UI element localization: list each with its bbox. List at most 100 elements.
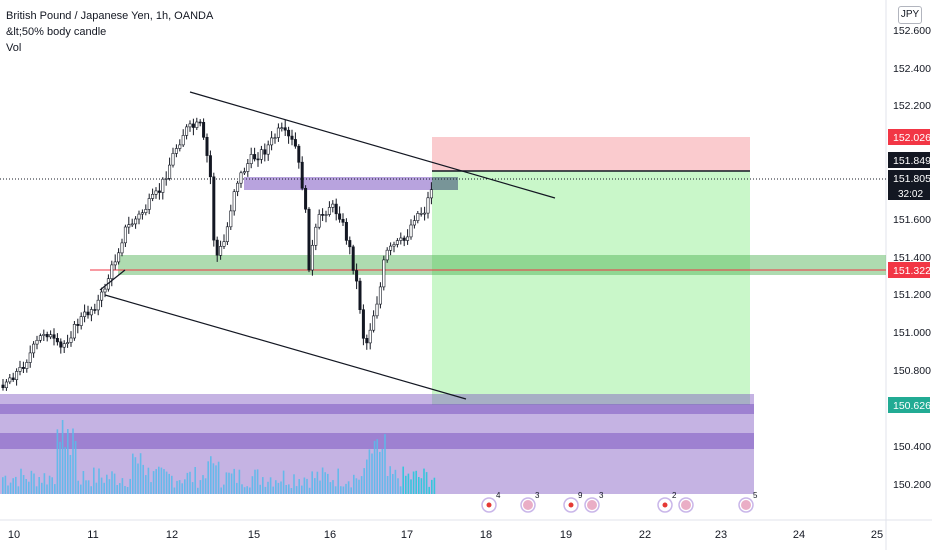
volume-bar bbox=[381, 448, 384, 494]
time-tick-label: 19 bbox=[560, 529, 572, 541]
candle-body bbox=[59, 341, 63, 348]
event-marker[interactable] bbox=[678, 497, 694, 513]
volume-bar bbox=[158, 466, 160, 494]
volume-bar bbox=[347, 481, 350, 494]
candle-body bbox=[35, 339, 39, 345]
volume-bar bbox=[134, 457, 137, 494]
volume-bar bbox=[332, 480, 334, 494]
volume-bar bbox=[418, 477, 420, 494]
event-marker[interactable]: 9 bbox=[563, 491, 583, 513]
candle-body bbox=[96, 299, 100, 311]
uk-flag-icon bbox=[520, 497, 536, 513]
volume-label[interactable]: Vol bbox=[6, 42, 22, 54]
event-marker[interactable]: 3 bbox=[520, 491, 540, 513]
volume-bar bbox=[145, 475, 147, 494]
volume-bar bbox=[69, 455, 72, 494]
volume-bar bbox=[7, 485, 9, 494]
candle-body bbox=[365, 337, 369, 344]
candle-body bbox=[338, 213, 342, 220]
candle-body bbox=[4, 381, 8, 388]
event-count: 2 bbox=[672, 491, 677, 500]
volume-bar bbox=[355, 478, 358, 494]
volume-bar bbox=[199, 480, 202, 494]
candle-body bbox=[327, 207, 331, 215]
candle-body bbox=[69, 337, 73, 343]
volume-bar bbox=[165, 471, 168, 494]
volume-bar bbox=[17, 486, 20, 494]
event-marker[interactable]: 2 bbox=[657, 491, 677, 513]
entry-zone-box bbox=[432, 177, 458, 190]
candle-body bbox=[140, 212, 144, 215]
candle-body bbox=[28, 352, 32, 363]
candle-body bbox=[304, 188, 308, 210]
volume-bar bbox=[371, 453, 373, 494]
volume-bar bbox=[384, 434, 386, 494]
volume-bar bbox=[173, 487, 176, 494]
volume-bar bbox=[251, 476, 254, 494]
candle-body bbox=[341, 219, 345, 223]
candle-body bbox=[246, 163, 250, 172]
volume-bar bbox=[223, 484, 225, 494]
event-marker[interactable]: 5 bbox=[738, 491, 758, 513]
event-marker[interactable]: 4 bbox=[481, 491, 501, 513]
candle-body bbox=[412, 220, 416, 226]
volume-bar bbox=[33, 473, 35, 494]
candle-body bbox=[1, 384, 5, 389]
candle-body bbox=[93, 309, 97, 311]
volume-bar bbox=[132, 453, 134, 494]
candle-body bbox=[144, 209, 148, 213]
candle-body bbox=[164, 178, 168, 180]
volume-bar bbox=[9, 482, 12, 494]
price-tag bbox=[888, 129, 930, 145]
candle-body bbox=[127, 224, 131, 228]
candle-body bbox=[406, 236, 410, 241]
currency-badge[interactable]: JPY bbox=[898, 6, 922, 24]
candle-body bbox=[49, 334, 53, 338]
volume-bar bbox=[59, 441, 61, 494]
channel-stub-line bbox=[99, 269, 126, 291]
volume-bar bbox=[366, 459, 368, 494]
candle-body bbox=[249, 154, 253, 164]
candle-body bbox=[423, 212, 427, 215]
candle-body bbox=[280, 127, 284, 129]
chart-legend: British Pound / Japanese Yen, 1h, OANDA … bbox=[6, 8, 213, 56]
candle-body bbox=[242, 171, 246, 174]
volume-bar bbox=[4, 475, 7, 494]
volume-bar bbox=[64, 447, 66, 494]
time-tick-label: 23 bbox=[715, 529, 727, 541]
candle-body bbox=[287, 129, 291, 137]
symbol-title[interactable]: British Pound / Japanese Yen, 1h, OANDA bbox=[6, 10, 214, 22]
volume-bar bbox=[137, 463, 139, 494]
candle-body bbox=[212, 176, 216, 241]
time-tick-label: 22 bbox=[639, 529, 651, 541]
price-tick-label: 151.200 bbox=[893, 289, 931, 301]
volume-bar bbox=[184, 479, 186, 494]
volume-bar bbox=[379, 451, 381, 494]
candle-body bbox=[185, 126, 189, 136]
volume-bar bbox=[41, 482, 43, 494]
candle-body bbox=[11, 377, 15, 380]
volume-bar bbox=[259, 484, 261, 494]
volume-bar bbox=[155, 469, 157, 494]
indicator-label[interactable]: &lt;50% body candle bbox=[6, 26, 107, 38]
volume-bar bbox=[139, 453, 142, 494]
volume-bar bbox=[337, 468, 339, 494]
uk-flag-icon bbox=[523, 500, 533, 510]
volume-bar bbox=[243, 487, 246, 494]
candle-body bbox=[215, 239, 219, 256]
event-count: 3 bbox=[599, 491, 604, 500]
candle-body bbox=[351, 246, 355, 271]
event-marker[interactable]: 3 bbox=[584, 491, 604, 513]
candle-body bbox=[409, 224, 413, 238]
price-tag-label: 150.626 bbox=[893, 400, 931, 412]
jp-flag-icon bbox=[568, 502, 574, 508]
candle-body bbox=[110, 264, 114, 279]
time-tick-label: 24 bbox=[793, 529, 805, 541]
volume-bar bbox=[46, 484, 48, 494]
volume-bar bbox=[272, 486, 274, 494]
volume-bar bbox=[288, 484, 290, 494]
volume-bar bbox=[238, 469, 241, 494]
candle-body bbox=[198, 121, 202, 124]
